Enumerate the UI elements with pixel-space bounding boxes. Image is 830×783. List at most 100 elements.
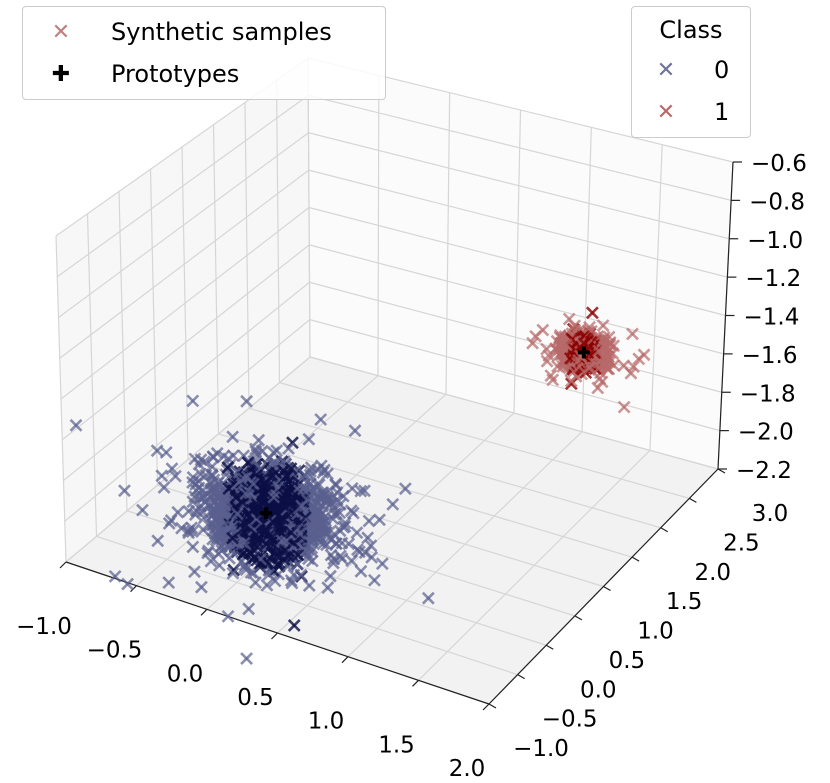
series-class-0 (69, 394, 435, 665)
legend-class-title: Class (659, 16, 723, 44)
sample-point (206, 450, 220, 464)
sample-point (617, 400, 631, 414)
sample-point (186, 394, 200, 408)
sample-point (585, 306, 599, 320)
sample-point (215, 512, 229, 526)
y-tick-label: −0.5 (542, 707, 598, 733)
sample-point (306, 529, 320, 543)
sample-point (300, 483, 314, 497)
sample-point (330, 493, 344, 507)
sample-point (239, 487, 253, 501)
y-tick-label: 1.5 (666, 589, 703, 615)
y-tick-label: 0.5 (609, 648, 646, 674)
x-marker-icon: ✕ (51, 19, 71, 45)
sample-point (226, 519, 239, 533)
sample-point (248, 502, 262, 516)
sample-point (375, 557, 389, 571)
sample-point (247, 551, 261, 565)
sample-point (185, 525, 199, 538)
sample-point (345, 554, 359, 568)
sample-point (386, 497, 400, 511)
sample-point (175, 521, 188, 535)
sample-point (246, 477, 260, 491)
axis-lines (59, 161, 742, 711)
sample-point (345, 481, 359, 495)
sample-point (564, 377, 578, 391)
legend-entry-synthetic: ✕ Synthetic samples (23, 11, 385, 53)
sample-point (229, 491, 243, 504)
sample-point (240, 394, 254, 408)
sample-point (226, 531, 240, 545)
y-tick-label: 2.5 (723, 530, 760, 556)
sample-point (591, 381, 605, 395)
prototype-marker-class-1 (577, 346, 590, 359)
sample-point (364, 539, 378, 553)
sample-point (188, 508, 202, 521)
plus-marker-icon: ✚ (51, 61, 71, 87)
sample-point (298, 468, 312, 482)
sample-point (294, 568, 308, 582)
sample-point (253, 462, 267, 476)
sample-point (211, 476, 225, 490)
sample-point (268, 574, 282, 588)
sample-point (196, 523, 210, 537)
sample-point (157, 480, 171, 494)
legend-label-class-1: 1 (714, 98, 730, 126)
sample-point (597, 356, 611, 370)
legend-entry-class-0: ✕ 0 (632, 49, 750, 91)
sample-point (192, 474, 205, 488)
sample-point (264, 531, 278, 545)
series-class-1 (526, 306, 651, 414)
sample-point (302, 432, 316, 446)
sample-point (238, 561, 251, 574)
sample-point (546, 373, 560, 387)
z-tick-label: −2.2 (736, 458, 792, 484)
sample-point (287, 619, 301, 632)
sample-point (188, 565, 201, 579)
legend-entry-prototypes: ✚ Prototypes (23, 53, 385, 95)
sample-point (155, 469, 169, 483)
x-tick-label: 0.5 (237, 685, 274, 711)
sample-point (284, 462, 298, 476)
sample-point (265, 457, 279, 471)
sample-point (237, 536, 251, 550)
x-tick-label: 2.0 (449, 756, 486, 782)
sample-point (282, 482, 296, 495)
sample-point (290, 522, 304, 536)
sample-point (260, 578, 274, 592)
legend-samples: ✕ Synthetic samples ✚ Prototypes (22, 6, 386, 100)
sample-point (240, 652, 254, 665)
z-tick-label: −1.6 (742, 343, 798, 369)
sample-point (136, 503, 149, 517)
sample-point (304, 517, 318, 530)
x-marker-icon: ✕ (656, 57, 676, 83)
sample-point (302, 552, 315, 566)
x-tick-label: −1.0 (16, 614, 72, 640)
sample-point (270, 548, 284, 562)
y-tick-label: 3.0 (752, 501, 789, 527)
y-tick-label: 1.0 (637, 619, 674, 645)
sample-point (587, 356, 601, 370)
sample-point (607, 358, 621, 372)
z-tick-label: −1.8 (740, 381, 796, 407)
sample-point (221, 609, 235, 623)
y-tick-label: −1.0 (513, 736, 569, 762)
sample-point (302, 579, 316, 592)
sample-point (316, 466, 330, 479)
z-tick-label: −1.0 (747, 228, 803, 254)
sample-point (550, 344, 564, 358)
z-tick-label: −2.0 (738, 420, 794, 446)
sample-point (212, 558, 226, 572)
sample-point (348, 424, 362, 438)
sample-point (329, 478, 343, 492)
sample-point (218, 498, 232, 512)
sample-point (194, 453, 208, 467)
tick-labels: −1.0 −0.5 0.0 0.5 1.0 1.5 2.0 −1.0 −0.5 0.0 0.5 1.0… (16, 151, 807, 782)
sample-point (354, 484, 368, 498)
sample-point (312, 505, 326, 519)
sample-point (226, 430, 240, 444)
sample-point (165, 462, 179, 476)
sample-point (121, 577, 135, 591)
sample-point (186, 495, 200, 509)
sample-point (151, 534, 165, 548)
